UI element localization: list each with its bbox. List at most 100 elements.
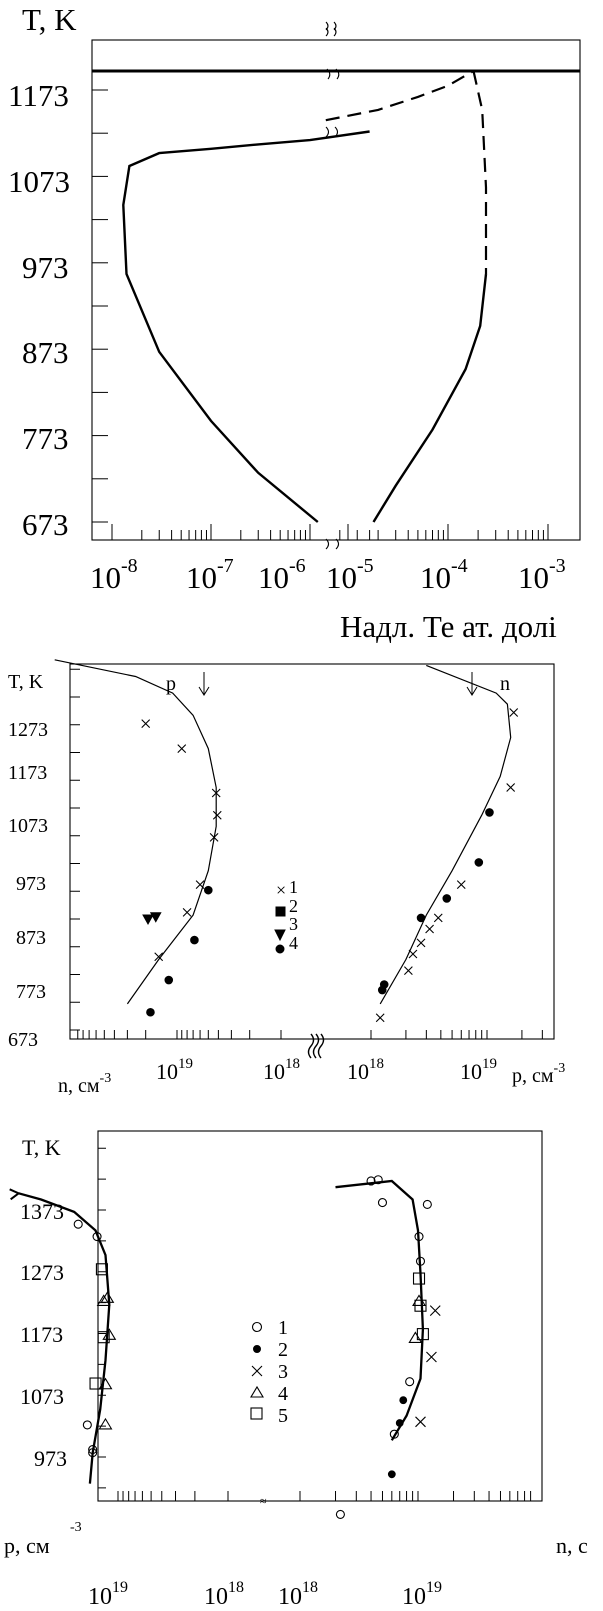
arrow-icon bbox=[9, 1188, 21, 1201]
chart-3-point-open-triangle bbox=[408, 1331, 423, 1343]
chart-2-legend: × 1 2 3 4 bbox=[274, 877, 298, 954]
arrow-down-icon bbox=[466, 672, 478, 696]
chart-3-axis-break: ≈ bbox=[260, 1494, 267, 1508]
chart-2-point-x bbox=[408, 949, 418, 959]
chart-1-x-tick-labels: 10-8 10-7 10-6 10-5 10-4 10-3 bbox=[90, 555, 566, 595]
chart-1-y-tick-label: 673 bbox=[22, 507, 69, 542]
chart-2-y-axis-title: T, K bbox=[8, 671, 44, 693]
chart-3-y-tick-label: 1273 bbox=[20, 1260, 64, 1285]
chart-3-ticks bbox=[98, 1147, 532, 1501]
legend-marker-open-square bbox=[250, 1407, 263, 1420]
chart-3-point-open-circle bbox=[92, 1232, 102, 1242]
chart-3-y-tick-label: 973 bbox=[34, 1446, 67, 1471]
chart-3-point-open-circle bbox=[366, 1176, 376, 1186]
legend-marker-x: × bbox=[276, 880, 286, 900]
chart-2-point-filled-circle bbox=[379, 980, 389, 989]
chart-3-y-tick-label: 1073 bbox=[20, 1384, 64, 1409]
chart-2-fit-curve bbox=[54, 659, 217, 1005]
chart-2-y-tick-label: 673 bbox=[8, 1029, 38, 1051]
legend-marker-open-circle bbox=[251, 1321, 263, 1333]
chart-3-point-open-circle bbox=[82, 1420, 92, 1430]
chart-2-point-filled-circle bbox=[190, 935, 199, 945]
chart-3-point-open-square bbox=[416, 1328, 429, 1341]
chart-3-x-axis-title-left-exponent: -3 bbox=[70, 1520, 82, 1535]
legend-label: 4 bbox=[278, 1383, 288, 1405]
chart-2-point-x bbox=[177, 744, 187, 754]
legend-label: 2 bbox=[289, 896, 298, 916]
chart-2-point-x bbox=[433, 913, 443, 923]
legend-label: 5 bbox=[278, 1405, 288, 1427]
chart-2-point-filled-triangle bbox=[142, 914, 154, 926]
chart-2-point-x bbox=[212, 810, 222, 820]
chart-3-x-tick-label: 1018 bbox=[204, 1579, 244, 1610]
chart-2-x-axis-title-left: n, см-3 bbox=[58, 1071, 111, 1097]
chart-3-x-tick-labels: 1019 1018 1018 1019 bbox=[88, 1579, 442, 1610]
chart-3-x-tick-label: 1018 bbox=[278, 1579, 318, 1610]
chart-3-point-open-circle bbox=[422, 1199, 432, 1209]
chart-2-x-tick-label: 1018 bbox=[347, 1056, 384, 1084]
chart-1-x-tick-label: 10-8 bbox=[90, 555, 138, 595]
chart-2-point-x bbox=[425, 924, 434, 934]
chart-1-series-line-solid bbox=[372, 273, 488, 523]
chart-2-plot-frame bbox=[69, 663, 555, 1040]
legend-label: 1 bbox=[278, 1317, 288, 1339]
chart-1-y-tick-label: 773 bbox=[22, 421, 69, 456]
chart-2-point-filled-circle bbox=[442, 894, 452, 903]
chart-1-plot-frame bbox=[91, 39, 581, 541]
chart-2-x-tick-label: 1019 bbox=[460, 1056, 497, 1084]
chart-2-point-filled-triangle bbox=[149, 912, 162, 923]
arrow-down-icon bbox=[198, 672, 210, 696]
chart-3-point-open-circle bbox=[414, 1232, 424, 1242]
chart-2-point-x bbox=[456, 880, 466, 889]
chart-2-curves bbox=[54, 659, 512, 1005]
chart-1-axis-break bbox=[325, 21, 340, 550]
chart-2-y-tick-label: 1273 bbox=[8, 719, 48, 741]
chart-1: T, K 1173 1073 973 873 773 673 10-8 10-7… bbox=[8, 2, 581, 644]
chart-2: T, K 1273 1173 1073 973 873 773 673 1019… bbox=[8, 659, 565, 1097]
chart-2-y-tick-label: 1073 bbox=[8, 815, 48, 837]
chart-2-point-x bbox=[375, 1013, 385, 1023]
chart-3-point-open-circle bbox=[88, 1445, 98, 1455]
chart-2-point-filled-circle bbox=[204, 885, 213, 895]
chart-2-x-tick-labels: 1019 1018 1018 1019 bbox=[156, 1056, 497, 1084]
chart-1-y-tick-label: 1073 bbox=[8, 164, 70, 199]
chart-2-point-x bbox=[195, 880, 205, 889]
chart-2-point-filled-circle bbox=[416, 913, 426, 923]
chart-1-series-line-solid bbox=[122, 130, 370, 523]
chart-1-y-tick-label: 973 bbox=[22, 250, 69, 285]
chart-2-point-filled-circle bbox=[164, 975, 174, 985]
chart-2-annotation-p: p bbox=[166, 673, 176, 695]
chart-2-y-tick-label: 1173 bbox=[8, 762, 47, 784]
legend-label: 3 bbox=[278, 1361, 288, 1383]
chart-1-y-tick-label: 873 bbox=[22, 335, 69, 370]
chart-1-y-label: T, K bbox=[22, 2, 77, 37]
chart-3-y-tick-labels: 1373 1273 1173 1073 973 bbox=[20, 1199, 67, 1471]
chart-2-y-tick-label: 873 bbox=[16, 927, 46, 949]
chart-3-point-open-circle bbox=[405, 1377, 415, 1387]
chart-3-fit-curve bbox=[335, 1179, 425, 1441]
chart-2-point-x bbox=[403, 966, 413, 976]
chart-3-point-open-triangle bbox=[98, 1377, 113, 1390]
chart-3-curves bbox=[9, 1179, 425, 1484]
chart-3-point-open-circle bbox=[373, 1175, 383, 1185]
chart-3-point-open-square bbox=[414, 1299, 427, 1312]
legend-marker-x bbox=[251, 1365, 263, 1377]
chart-1-y-axis-title: T, K bbox=[22, 2, 77, 37]
chart-1-x-tick-label: 10-3 bbox=[518, 555, 566, 595]
chart-3-point-x bbox=[429, 1305, 441, 1317]
chart-2-point-x bbox=[506, 783, 516, 792]
chart-2-arrows bbox=[198, 672, 478, 696]
chart-3-point-open-circle bbox=[415, 1256, 426, 1266]
chart-3-points bbox=[73, 1175, 441, 1519]
chart-2-point-x bbox=[509, 708, 519, 717]
chart-3-legend: 1 2 3 4 5 bbox=[250, 1317, 288, 1427]
chart-3-point-filled-circle bbox=[395, 1419, 404, 1427]
legend-label: 1 bbox=[289, 877, 298, 897]
legend-label: 2 bbox=[278, 1339, 288, 1361]
chart-3-point-filled-circle bbox=[387, 1470, 396, 1479]
chart-3-y-axis-title: T, K bbox=[22, 1135, 61, 1160]
chart-3-x-tick-label: 1019 bbox=[88, 1579, 128, 1610]
chart-3-point-open-circle bbox=[377, 1198, 388, 1208]
chart-3-y-tick-label: 1373 bbox=[20, 1199, 64, 1224]
chart-1-series-line-dashed bbox=[325, 70, 475, 122]
